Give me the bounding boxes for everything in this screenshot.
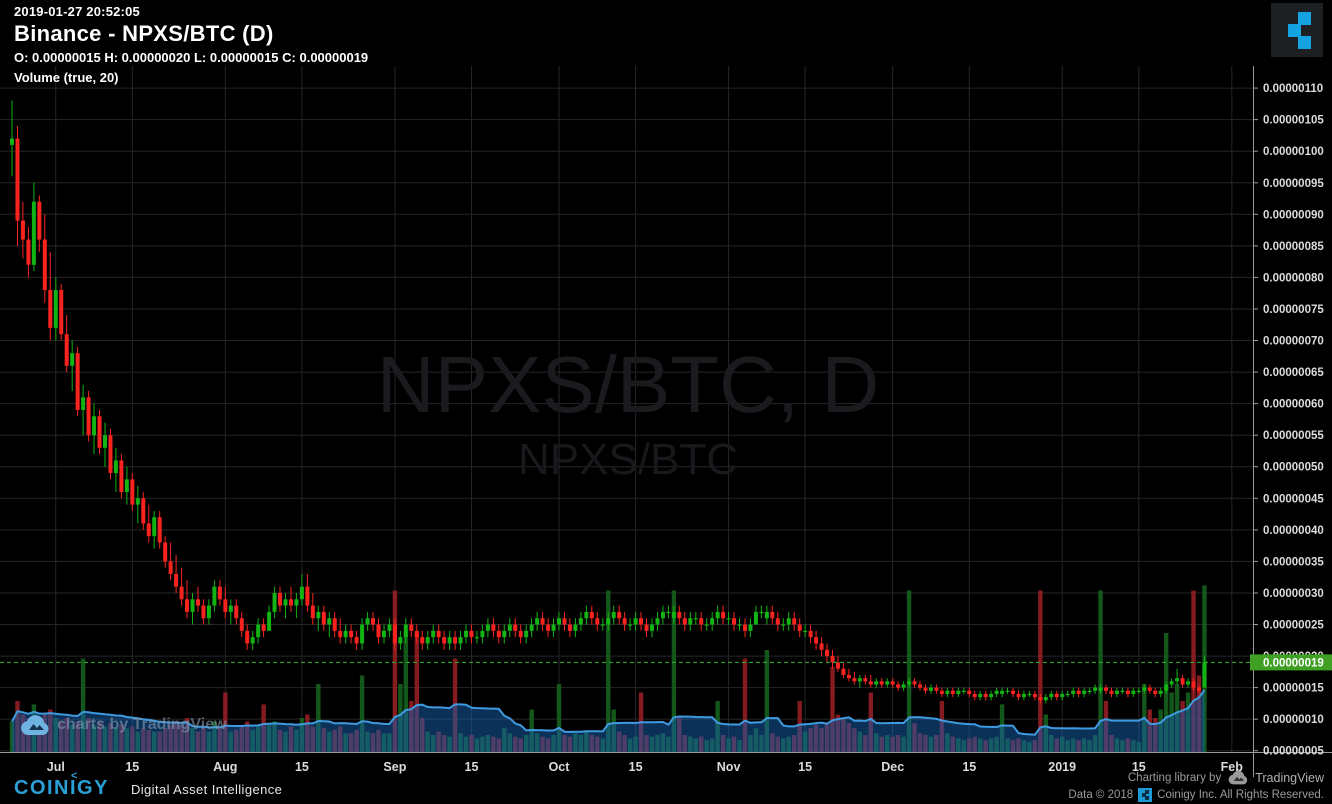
svg-text:0.00000030: 0.00000030 xyxy=(1263,588,1324,600)
svg-text:0.00000010: 0.00000010 xyxy=(1263,714,1324,726)
svg-text:0.00000065: 0.00000065 xyxy=(1263,367,1324,379)
coinigy-caret-icon: < xyxy=(71,770,79,782)
svg-text:15: 15 xyxy=(629,760,643,774)
svg-text:2019: 2019 xyxy=(1048,760,1076,774)
coinigy-wordmark: COINIGY < xyxy=(14,770,109,799)
svg-text:15: 15 xyxy=(465,760,479,774)
svg-text:15: 15 xyxy=(1132,760,1146,774)
footer-bar: COINIGY < Digital Asset Intelligence Char… xyxy=(0,770,1332,804)
coinigy-square-icon xyxy=(1288,24,1301,37)
svg-text:Aug: Aug xyxy=(213,760,237,774)
svg-text:0.00000090: 0.00000090 xyxy=(1263,209,1324,221)
copyright-line: Data © 2018 Coinigy Inc. All Rights Rese… xyxy=(1068,788,1324,802)
svg-text:0.00000060: 0.00000060 xyxy=(1263,399,1324,411)
svg-text:0.00000085: 0.00000085 xyxy=(1263,241,1324,253)
coinigy-square-icon xyxy=(1298,36,1311,49)
svg-text:0.00000080: 0.00000080 xyxy=(1263,272,1324,284)
coinigy-square-icon xyxy=(1298,12,1311,25)
charting-library-by-text: Charting library by xyxy=(1127,771,1222,784)
tv-watermark-text: charts by TradingView xyxy=(57,716,227,733)
svg-text:NPXS/BTC, D: NPXS/BTC, D xyxy=(377,340,879,429)
svg-text:Dec: Dec xyxy=(881,760,904,774)
svg-text:15: 15 xyxy=(125,760,139,774)
svg-text:Feb: Feb xyxy=(1221,760,1244,774)
svg-text:0.00000045: 0.00000045 xyxy=(1263,493,1324,505)
svg-text:0.00000015: 0.00000015 xyxy=(1263,683,1324,695)
candles-layer xyxy=(10,100,1207,704)
price-axis[interactable]: 0.00000110 0.00000105 0.00000100 0.00000095… xyxy=(1253,83,1324,758)
coinigy-branding[interactable]: COINIGY < Digital Asset Intelligence xyxy=(14,770,283,800)
svg-text:0.00000075: 0.00000075 xyxy=(1263,304,1324,316)
svg-text:0.00000070: 0.00000070 xyxy=(1263,336,1324,348)
svg-text:0.00000040: 0.00000040 xyxy=(1263,525,1324,537)
svg-text:0.00000050: 0.00000050 xyxy=(1263,462,1324,474)
current-price-badge: 0.00000019 xyxy=(1250,654,1332,671)
volume-ma-area xyxy=(11,689,1206,752)
volume-indicator-label: Volume (true, 20) xyxy=(14,70,119,85)
coinigy-logo-icon xyxy=(1138,788,1153,802)
symbol-watermark: NPXS/BTC, D NPXS/BTC xyxy=(377,340,879,484)
svg-text:Nov: Nov xyxy=(717,760,741,774)
svg-text:Sep: Sep xyxy=(383,760,406,774)
charting-library-attribution[interactable]: Charting library by TradingView xyxy=(1068,770,1324,785)
svg-text:NPXS/BTC: NPXS/BTC xyxy=(518,435,738,484)
chart-timestamp: 2019-01-27 20:52:05 xyxy=(14,4,140,19)
svg-text:0.00000110: 0.00000110 xyxy=(1263,83,1323,95)
svg-text:0.00000005: 0.00000005 xyxy=(1263,746,1324,758)
svg-text:Oct: Oct xyxy=(549,760,571,774)
tradingview-chart-watermark[interactable]: charts by TradingView xyxy=(20,714,227,736)
chart-header: 2019-01-27 20:52:05 Binance - NPXS/BTC (… xyxy=(14,4,368,65)
svg-text:15: 15 xyxy=(798,760,812,774)
grid-layer xyxy=(0,66,1253,752)
rights-text: Coinigy Inc. All Rights Reserved. xyxy=(1157,789,1324,801)
svg-text:0.00000055: 0.00000055 xyxy=(1263,430,1324,442)
tradingview-name: TradingView xyxy=(1255,770,1324,785)
svg-text:0.00000105: 0.00000105 xyxy=(1263,115,1324,127)
svg-text:0.00000095: 0.00000095 xyxy=(1263,178,1324,190)
tradingview-cloud-icon xyxy=(21,715,49,735)
coinigy-tagline: Digital Asset Intelligence xyxy=(130,782,283,797)
tradingview-logo-icon xyxy=(1228,770,1248,785)
svg-text:0.00000035: 0.00000035 xyxy=(1263,556,1324,568)
chart-title: Binance - NPXS/BTC (D) xyxy=(14,21,274,46)
svg-text:0.00000019: 0.00000019 xyxy=(1263,657,1324,669)
candlestick-chart[interactable]: NPXS/BTC, D NPXS/BTC 0.00000110 0.00000105… xyxy=(0,0,1332,778)
time-axis[interactable]: Jul 15 Aug 15 Sep 15 Oct 15 Nov 15 Dec 15 2019 15 Feb xyxy=(47,760,1244,774)
data-copyright-text: Data © 2018 xyxy=(1068,789,1134,801)
attribution: Charting library by TradingView Data © 2… xyxy=(1068,770,1324,802)
svg-text:15: 15 xyxy=(295,760,309,774)
svg-text:0.00000025: 0.00000025 xyxy=(1263,620,1324,632)
svg-text:0.00000100: 0.00000100 xyxy=(1263,146,1324,158)
coinigy-app-icon[interactable] xyxy=(1271,3,1323,57)
ohlc-readout: O: 0.00000015 H: 0.00000020 L: 0.0000001… xyxy=(14,50,369,65)
svg-text:15: 15 xyxy=(962,760,976,774)
svg-text:Jul: Jul xyxy=(47,760,65,774)
